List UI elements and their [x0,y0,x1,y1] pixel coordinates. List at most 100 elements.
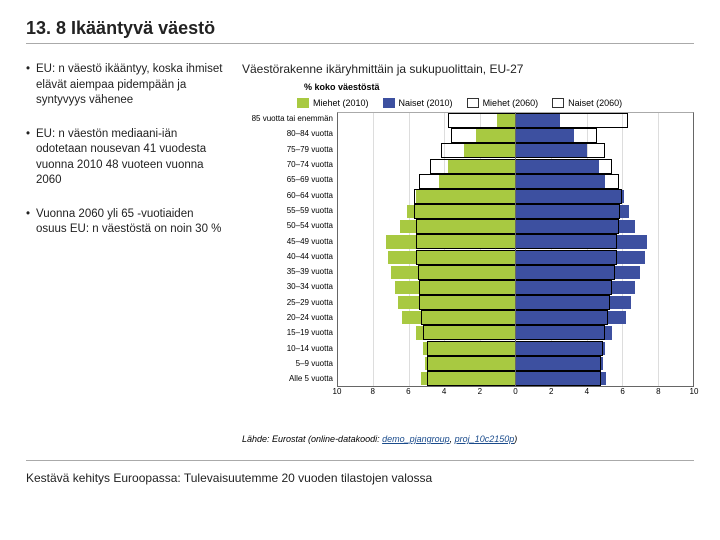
female-panel [516,112,694,387]
bar-row [516,295,693,310]
footer-rule [26,460,694,461]
age-axis-labels: 85 vuotta tai enemmän80–84 vuotta75–79 v… [242,112,337,387]
bar-row [516,310,693,325]
chart-title: Väestörakenne ikäryhmittäin ja sukupuoli… [242,62,694,76]
legend-label: Miehet (2010) [313,98,369,108]
bar [402,311,515,324]
bar-row [338,295,515,310]
bar [497,114,515,127]
bar-row [338,250,515,265]
bar-row [516,250,693,265]
bar [516,129,574,142]
bullet-text: Vuonna 2060 yli 65 -vuotiaiden osuus EU:… [36,207,226,238]
legend-swatch [552,98,564,108]
bar-row [516,356,693,371]
bar [516,205,629,218]
age-label: 35–39 vuotta [242,265,333,279]
title-rule [26,43,694,44]
bar [516,281,635,294]
bar-row [338,204,515,219]
age-label: 85 vuotta tai enemmän [242,112,333,126]
x-tick: 4 [442,387,446,396]
bar [448,160,515,173]
bar [400,220,515,233]
chart-subtitle: % koko väestöstä [304,82,694,92]
bar-row [516,371,693,386]
source-link[interactable]: demo_pjangroup [382,434,450,444]
age-label: 70–74 vuotta [242,158,333,172]
bar-row [338,174,515,189]
age-label: 65–69 vuotta [242,173,333,187]
bar-row [516,265,693,280]
bar-row [516,219,693,234]
bar [516,342,605,355]
age-label: 55–59 vuotta [242,204,333,218]
bar-row [338,280,515,295]
male-panel [337,112,516,387]
bar [516,311,626,324]
bar-row [516,128,693,143]
bar [516,190,624,203]
legend-swatch [297,98,309,108]
bar [391,266,515,279]
legend-swatch [383,98,395,108]
legend-swatch [467,98,479,108]
bar [516,160,599,173]
bar-row [516,325,693,340]
bar-row [338,234,515,249]
x-tick: 4 [585,387,589,396]
bar [516,144,587,157]
x-tick: 8 [370,387,374,396]
x-tick: 0 [513,387,517,396]
legend-item: Naiset (2060) [552,98,622,108]
page-title: 13. 8 Ikääntyvä väestö [26,18,694,39]
bar-row [338,113,515,128]
bar [425,357,515,370]
x-axis: 1086420246810 [242,387,694,401]
population-pyramid: 85 vuotta tai enemmän80–84 vuotta75–79 v… [242,112,694,422]
x-tick: 10 [690,387,699,396]
legend-label: Miehet (2060) [483,98,539,108]
age-label: 50–54 vuotta [242,219,333,233]
source-link[interactable]: proj_10c2150p [455,434,515,444]
bar-row [338,325,515,340]
age-label: 5–9 vuotta [242,357,333,371]
bar [407,205,515,218]
bar-row [516,143,693,158]
bar-row [516,280,693,295]
bar-row [338,189,515,204]
x-tick: 10 [333,387,342,396]
bullet-text: EU: n väestön mediaani-iän odotetaan nou… [36,127,226,189]
bar [516,266,640,279]
bar-row [338,356,515,371]
bar [516,220,635,233]
bullet-list: •EU: n väestö ikääntyy, koska ihmiset el… [26,62,226,444]
age-label: Alle 5 vuotta [242,372,333,386]
bar [516,251,645,264]
bar-row [338,159,515,174]
bar-row [338,265,515,280]
bar-row [338,310,515,325]
x-tick: 2 [549,387,553,396]
bar-row [338,341,515,356]
x-tick: 8 [656,387,660,396]
bar [398,296,515,309]
bar-row [516,341,693,356]
age-label: 30–34 vuotta [242,280,333,294]
bar [388,251,515,264]
bullet-text: EU: n väestö ikääntyy, koska ihmiset elä… [36,62,226,109]
legend-item: Naiset (2010) [383,98,453,108]
bar [464,144,515,157]
bar [423,342,515,355]
age-label: 80–84 vuotta [242,127,333,141]
bar [395,281,515,294]
bar-row [338,371,515,386]
bar [516,357,603,370]
legend-label: Naiset (2060) [568,98,622,108]
bar [416,326,515,339]
legend-label: Naiset (2010) [399,98,453,108]
bar-row [516,204,693,219]
bar [421,372,515,385]
x-tick: 6 [406,387,410,396]
age-label: 25–29 vuotta [242,296,333,310]
